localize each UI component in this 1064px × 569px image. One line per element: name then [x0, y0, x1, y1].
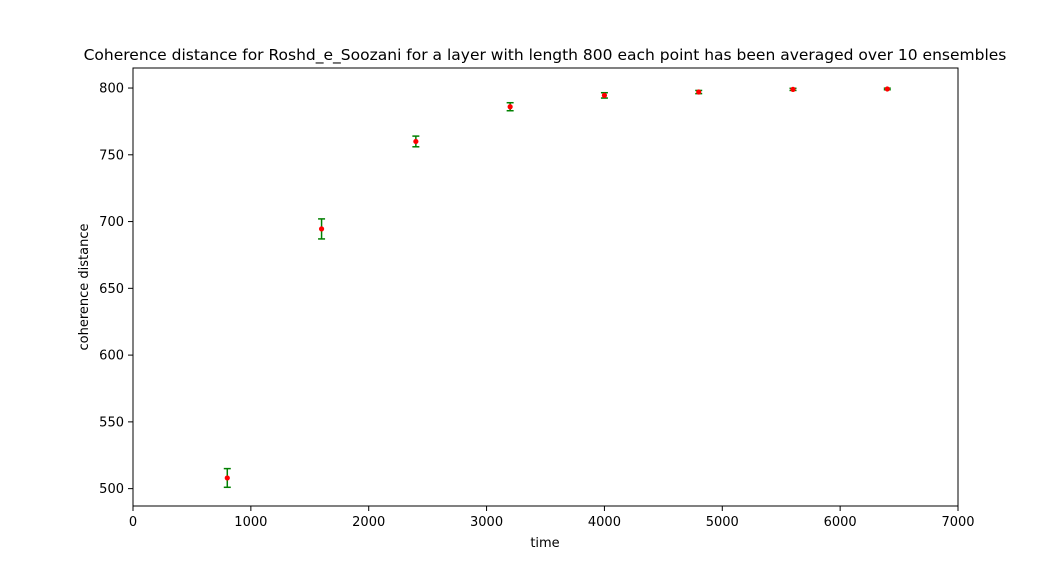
x-tick-label: 6000: [824, 515, 857, 530]
x-tick-label: 5000: [706, 515, 739, 530]
x-tick-label: 0: [129, 515, 137, 530]
x-tick-label: 2000: [352, 515, 385, 530]
x-tick-label: 4000: [588, 515, 621, 530]
data-point: [601, 92, 608, 98]
y-tick-label: 750: [99, 148, 124, 163]
data-point: [884, 86, 890, 92]
y-tick-label: 700: [99, 215, 124, 230]
y-axis-label: coherence distance: [77, 224, 92, 351]
data-point: [696, 89, 702, 95]
y-tick-label: 600: [99, 349, 124, 364]
data-point: [224, 475, 230, 481]
y-tick-label: 800: [99, 82, 124, 97]
x-tick-label: 3000: [470, 515, 503, 530]
data-point: [318, 226, 325, 232]
chart-title: Coherence distance for Roshd_e_Soozani f…: [84, 46, 1007, 65]
plot-frame: [132, 67, 959, 507]
y-tick-label: 550: [99, 415, 124, 430]
y-tick-label: 500: [99, 482, 124, 497]
x-tick-label: 1000: [234, 515, 267, 530]
x-tick-label: 7000: [941, 515, 974, 530]
x-axis-label: time: [530, 536, 559, 551]
data-point: [507, 104, 513, 110]
data-point: [790, 86, 796, 92]
y-tick-label: 650: [99, 282, 124, 297]
data-point: [413, 138, 419, 145]
